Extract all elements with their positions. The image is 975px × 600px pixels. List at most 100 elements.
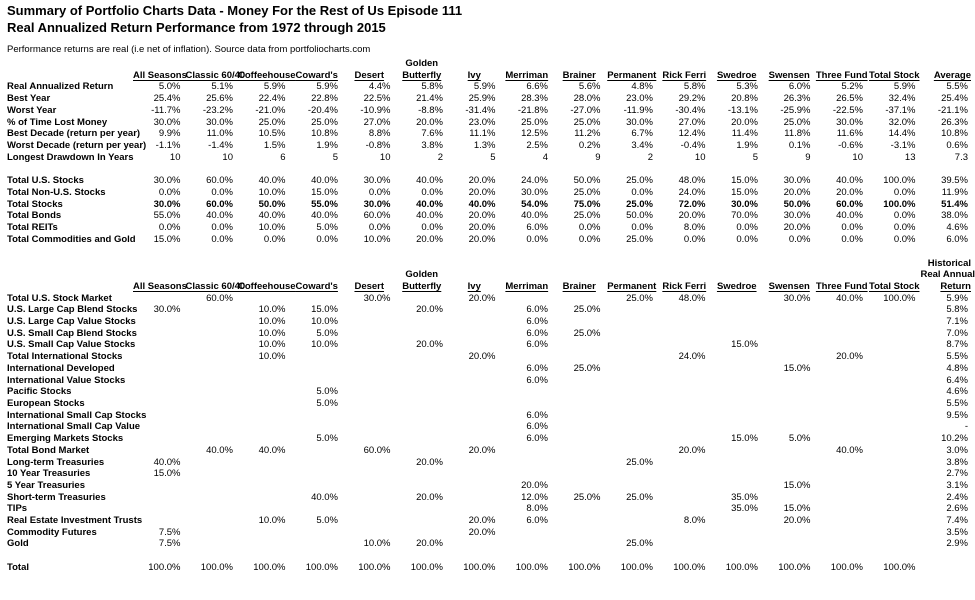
row-label: Best Year (7, 93, 51, 105)
value-cell: 30.0% (363, 292, 391, 304)
value-cell (448, 304, 501, 316)
value-cell: -21.1% (937, 104, 968, 116)
value-cell: 0.0% (736, 222, 758, 234)
value-cell: 25.0% (626, 491, 653, 503)
column-header: Permanent (607, 69, 657, 81)
value-cell (396, 316, 449, 328)
value-cell (816, 375, 869, 387)
value-cell: 40.0% (836, 444, 863, 456)
value-cell (448, 375, 501, 387)
column-header (553, 269, 606, 281)
value-cell: 26.3% (783, 93, 811, 105)
value-cell (816, 386, 869, 398)
value-cell (133, 363, 186, 375)
value-cell (396, 468, 449, 480)
column-header (816, 269, 869, 281)
value-cell (238, 503, 291, 515)
value-cell (816, 398, 869, 410)
table-row: Worst Decade (return per year) -1.1% -1.4%… (7, 140, 973, 152)
value-cell (448, 433, 501, 445)
value-cell (343, 328, 396, 340)
value-cell: 8.7% (946, 339, 968, 351)
value-cell: 10.0% (311, 339, 338, 351)
value-cell: 75.0% (573, 198, 601, 210)
value-cell: 11.8% (784, 128, 811, 140)
value-cell: 8.0% (683, 222, 706, 234)
value-cell: 100.0% (410, 562, 443, 574)
value-cell (343, 468, 396, 480)
value-cell: -23.2% (202, 104, 233, 116)
value-cell (816, 515, 869, 527)
value-cell: 0.0% (893, 222, 916, 234)
table-row: Total International Stocks 10.0% 20.0% 24.0… (7, 351, 973, 363)
row-label: Worst Decade (return per year) (7, 139, 147, 151)
value-cell (711, 293, 764, 305)
value-cell: 12.0% (521, 491, 548, 503)
column-header: Real Annualiz (920, 269, 975, 281)
value-cell (343, 492, 396, 504)
value-cell (868, 351, 921, 363)
value-cell (186, 328, 239, 340)
column-header: Desert (354, 280, 385, 292)
value-cell (711, 304, 764, 316)
value-cell: 22.4% (258, 93, 286, 105)
value-cell: 0.0% (526, 233, 548, 245)
value-cell (396, 386, 449, 398)
value-cell (711, 316, 764, 328)
column-header: Coward's (295, 69, 338, 81)
column-header: Swensen (768, 280, 810, 292)
value-cell (763, 457, 816, 469)
header-row: All Seasons Classic 60/40 Coffeehouse Cowar… (7, 70, 973, 82)
value-cell: 6.0% (526, 515, 548, 527)
value-cell: 29.2% (678, 93, 706, 105)
value-cell: 9 (805, 151, 811, 163)
value-cell: 100.0% (148, 562, 181, 574)
value-cell (816, 503, 869, 515)
value-cell: 9.5% (946, 409, 968, 421)
value-cell: 15.0% (783, 362, 811, 374)
column-header: Brainer (562, 280, 596, 292)
value-cell: 5.9% (316, 81, 338, 93)
value-cell (133, 351, 186, 363)
value-cell: 6.0% (526, 316, 548, 328)
table-row: International Small Cap Stocks 6.0% 9.5% (7, 410, 973, 422)
column-header: Three Fund (815, 280, 868, 292)
value-cell: 5.0% (788, 433, 811, 445)
value-cell (868, 410, 921, 422)
value-cell: 5.6% (578, 81, 601, 93)
value-cell (711, 386, 764, 398)
column-header (238, 269, 291, 281)
value-cell (343, 503, 396, 515)
value-cell: 10.2% (941, 433, 968, 445)
value-cell: 0.0% (421, 222, 443, 234)
value-cell (291, 421, 344, 433)
value-cell: 40.0% (468, 198, 496, 210)
value-cell: 6.0% (526, 339, 548, 351)
value-cell: 60.0% (206, 175, 233, 187)
value-cell (606, 445, 659, 457)
value-cell: 6 (280, 151, 286, 163)
value-cell: -8.8% (418, 104, 443, 116)
value-cell (396, 421, 449, 433)
value-cell: 7.6% (421, 128, 443, 140)
value-cell: 20.0% (468, 444, 496, 456)
column-header (396, 258, 449, 270)
value-cell: 2.4% (946, 491, 968, 503)
value-cell (448, 363, 501, 375)
value-cell (238, 527, 291, 539)
value-cell: 10 (694, 151, 706, 163)
column-header (658, 269, 711, 281)
value-cell: 100.0% (358, 562, 391, 574)
value-cell (396, 515, 449, 527)
value-cell: -31.4% (465, 104, 496, 116)
column-header: Classic 60/40 (185, 280, 246, 292)
row-label: Real Annualized Return (7, 81, 114, 93)
value-cell (868, 503, 921, 515)
column-header: Rick Ferri (662, 69, 707, 81)
value-cell: 0.0% (893, 210, 916, 222)
value-cell (711, 410, 764, 422)
column-header: Three Fund (815, 69, 868, 81)
column-header (868, 58, 921, 70)
value-cell: 20.0% (416, 491, 443, 503)
value-cell: 70.0% (731, 210, 758, 222)
